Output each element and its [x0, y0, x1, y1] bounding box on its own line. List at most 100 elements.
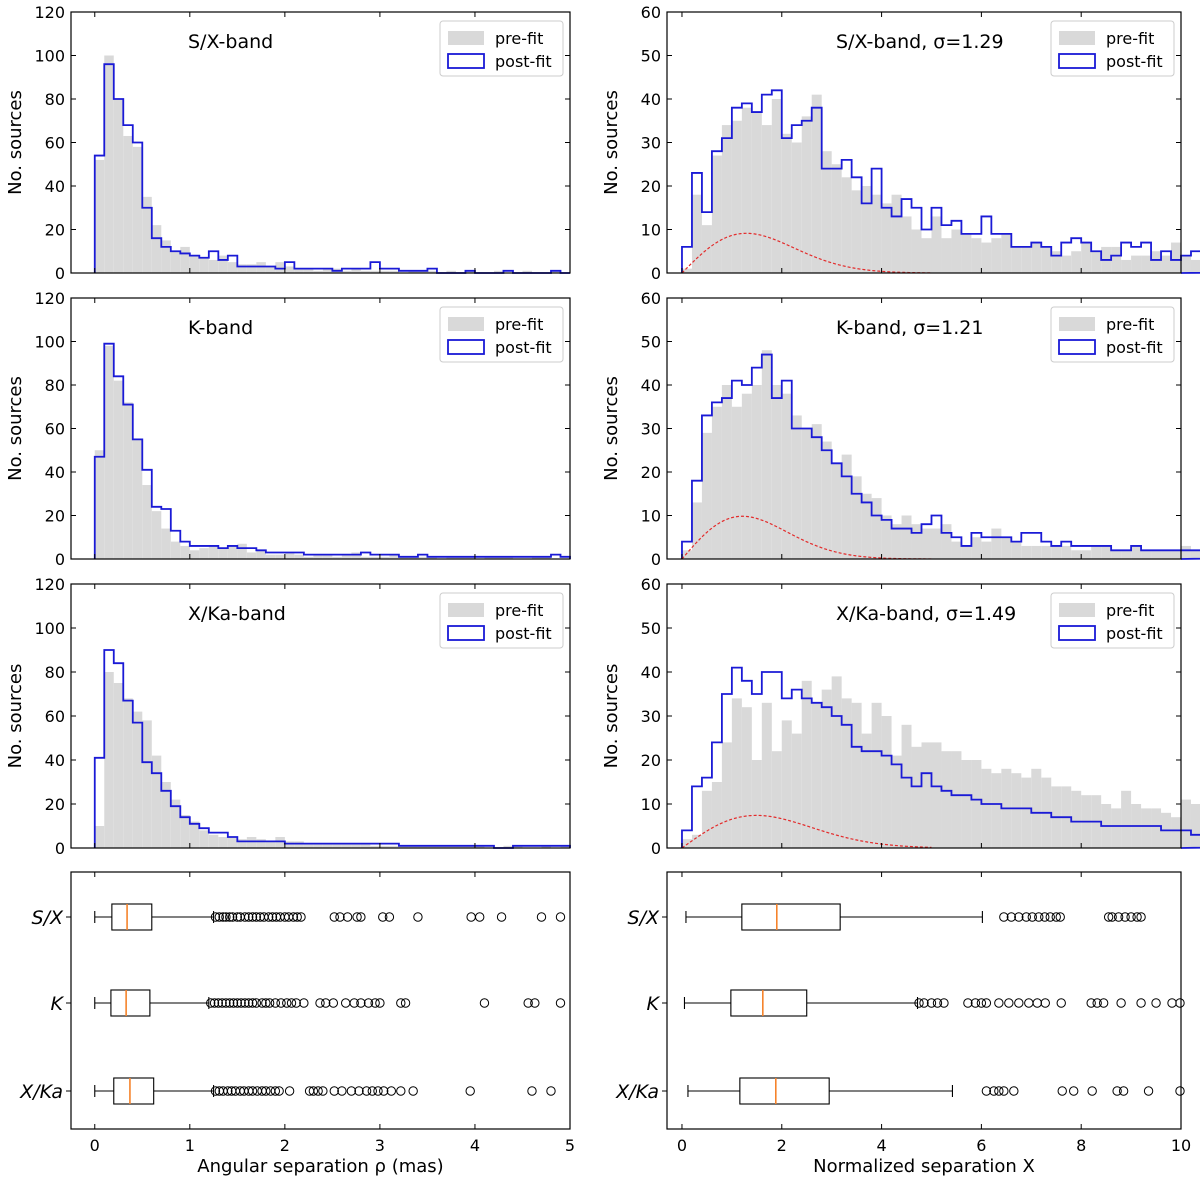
y-tick-label: 100: [34, 47, 65, 66]
outlier-point: [386, 1086, 397, 1096]
legend-postfit-label: post-fit: [1106, 624, 1163, 643]
outlier-point: [352, 912, 362, 922]
prefit-bar: [531, 556, 542, 559]
outlier-point: [994, 998, 1004, 1008]
outlier-point: [1118, 1086, 1129, 1096]
panel-title: S/X-band, σ=1.29: [836, 31, 1004, 53]
prefit-bar: [303, 843, 314, 848]
prefit-bar: [341, 270, 352, 273]
prefit-bar: [398, 556, 409, 559]
outlier-point: [1126, 912, 1136, 922]
y-tick-label: 20: [641, 463, 661, 482]
prefit-bar: [991, 773, 1002, 848]
outlier-point: [263, 912, 274, 922]
prefit-bar: [991, 528, 1002, 559]
prefit-bar: [1011, 246, 1022, 273]
outlier-point: [999, 1086, 1009, 1096]
prefit-bar: [237, 839, 247, 848]
prefit-bar: [541, 845, 551, 848]
prefit-bar: [341, 554, 352, 559]
y-tick-label: 120: [34, 3, 65, 22]
outlier-point: [247, 998, 258, 1008]
prefit-bar: [170, 251, 181, 273]
prefit-bar: [246, 264, 257, 273]
prefit-bar: [1031, 768, 1042, 848]
prefit-bar: [94, 450, 105, 559]
outlier-point: [244, 912, 254, 922]
prefit-bar: [1001, 537, 1012, 559]
boxplot-category-label: K: [51, 993, 65, 1015]
prefit-bar: [811, 94, 822, 274]
outlier-point: [214, 912, 224, 922]
outlier-point: [223, 1086, 233, 1096]
prefit-bar: [681, 839, 692, 848]
panel-title: K-band: [188, 317, 253, 339]
outlier-point: [914, 998, 924, 1008]
prefit-bar: [446, 845, 456, 848]
prefit-bar: [751, 760, 762, 848]
outlier-point: [244, 998, 254, 1008]
outlier-point: [479, 998, 490, 1008]
outlier-point: [1112, 1086, 1122, 1096]
outlier-point: [1087, 1086, 1097, 1096]
prefit-bar: [951, 751, 962, 848]
outlier-point: [299, 998, 309, 1008]
boxplot-1: [683, 989, 1185, 1017]
outlier-point: [1004, 998, 1014, 1008]
prefit-bar: [446, 270, 456, 273]
prefit-bar: [931, 528, 942, 559]
outlier-point: [981, 998, 992, 1008]
outlier-point: [288, 912, 299, 922]
prefit-bar: [1021, 777, 1032, 848]
prefit-bar: [1161, 255, 1172, 273]
outlier-point: [1009, 1086, 1019, 1096]
prefit-bar: [891, 755, 902, 848]
prefit-bar: [246, 837, 257, 848]
legend-postfit-swatch: [447, 53, 485, 69]
prefit-bar: [841, 454, 852, 559]
prefit-bar: [389, 554, 399, 559]
prefit-bar: [189, 821, 200, 848]
outlier-point: [356, 998, 366, 1008]
outlier-point: [1040, 912, 1050, 922]
y-tick-label: 20: [45, 221, 65, 240]
boxplot-0: [94, 903, 566, 931]
outlier-point: [329, 912, 339, 922]
prefit-bar: [731, 120, 742, 273]
outlier-point: [240, 912, 250, 922]
legend-prefit-label: pre-fit: [495, 315, 543, 334]
prefit-bar: [1141, 550, 1152, 559]
outlier-point: [265, 1086, 276, 1096]
prefit-bar: [484, 556, 494, 559]
prefit-bar: [1031, 545, 1042, 559]
outlier-point: [546, 1086, 556, 1096]
prefit-bar: [360, 556, 371, 559]
prefit-bar: [113, 683, 124, 848]
boxplot-category-label: K: [647, 993, 661, 1015]
prefit-bar: [1021, 246, 1032, 273]
prefit-bar: [94, 826, 105, 848]
prefit-bar: [180, 815, 190, 848]
prefit-bar: [911, 746, 922, 848]
prefit-bar: [246, 552, 257, 559]
outlier-point: [396, 998, 406, 1008]
outlier-point: [286, 998, 297, 1008]
y-axis-label: No. sources: [601, 90, 622, 195]
prefit-bar: [691, 502, 702, 559]
outlier-point: [970, 998, 981, 1008]
prefit-bar: [370, 556, 380, 559]
prefit-bar: [161, 782, 171, 848]
prefit-bar: [360, 843, 371, 848]
outlier-point: [257, 998, 267, 1008]
outlier-point: [361, 1086, 372, 1096]
prefit-bar: [1091, 251, 1102, 273]
outlier-point: [342, 912, 353, 922]
prefit-bar: [701, 432, 712, 559]
outlier-point: [413, 912, 423, 922]
prefit-bar: [560, 845, 570, 848]
x-tick-label: 4: [876, 1136, 886, 1155]
prefit-bar: [1181, 255, 1191, 273]
prefit-bar: [237, 264, 247, 273]
outlier-point: [247, 1086, 258, 1096]
prefit-bar: [208, 834, 219, 848]
